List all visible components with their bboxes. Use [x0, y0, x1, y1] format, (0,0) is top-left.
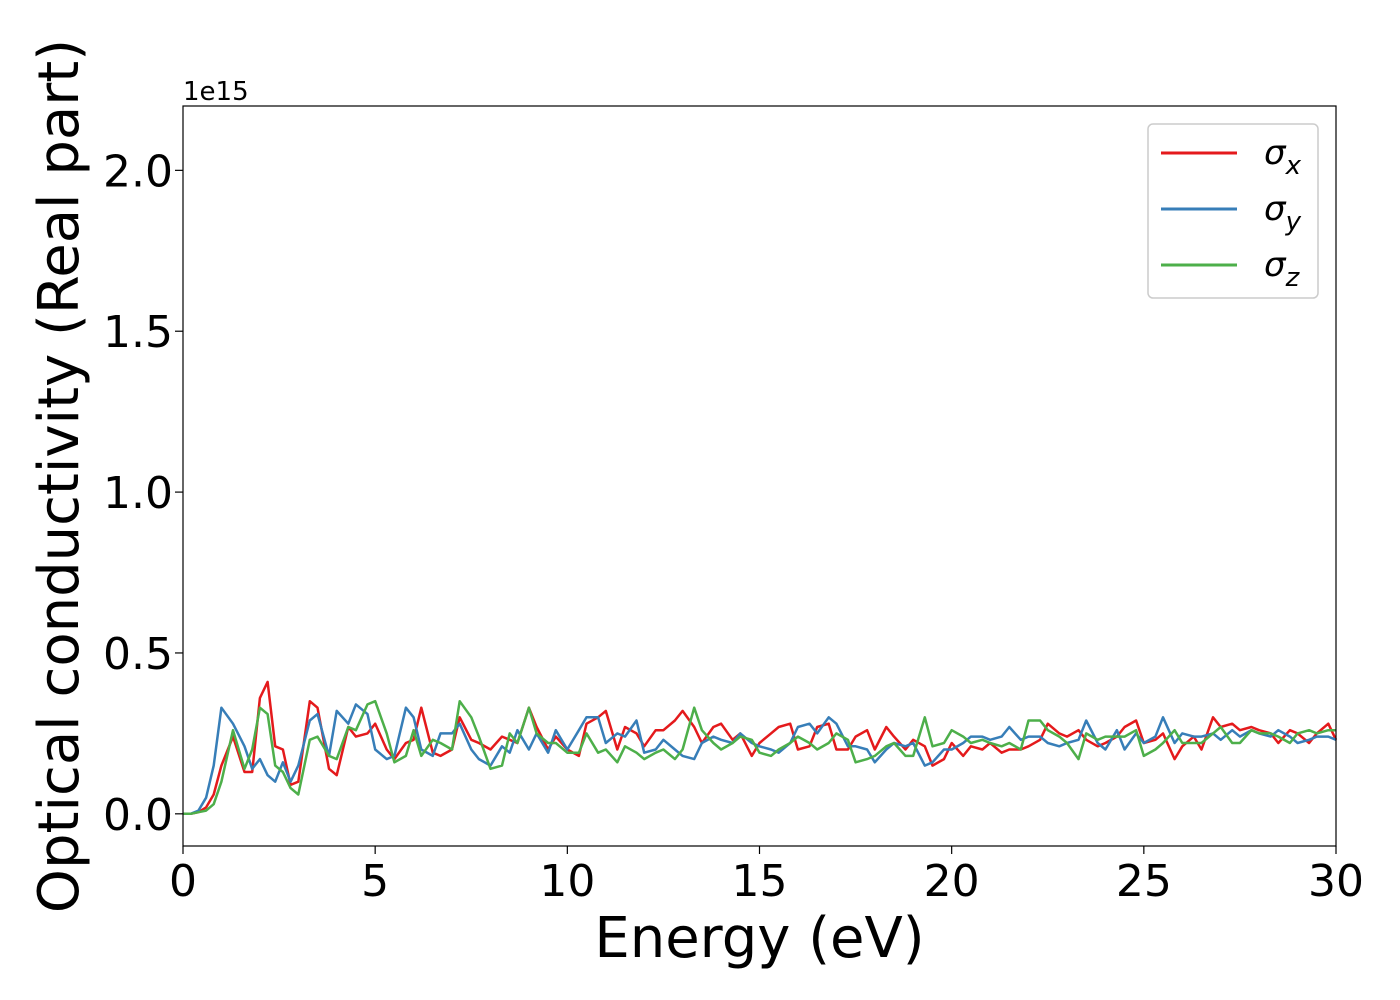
y-tick-label: 1.0 — [103, 468, 173, 519]
series-line-y — [183, 703, 1337, 816]
legend-box — [1147, 123, 1319, 299]
legend-label-x: σx — [1264, 133, 1302, 181]
x-axis-ticks: 0 5 10 15 20 25 30 — [169, 846, 1364, 907]
x-tick-label: 25 — [1116, 856, 1172, 907]
x-tick-label: 5 — [361, 856, 389, 907]
series-line-z — [183, 699, 1336, 816]
x-tick-label: 20 — [924, 856, 980, 907]
series-layer — [183, 680, 1338, 816]
series-line-x — [183, 680, 1338, 816]
x-tick-label: 15 — [732, 856, 788, 907]
y-axis-ticks: 0.0 0.5 1.0 1.5 2.0 — [103, 146, 183, 841]
x-tick-label: 10 — [539, 856, 595, 907]
y-offset-label: 1e15 — [183, 77, 249, 107]
y-tick-label: 2.0 — [103, 146, 173, 197]
y-axis-label: Optical conductivity (Real part) — [27, 39, 92, 913]
legend-label-y: σy — [1264, 189, 1302, 237]
y-tick-label: 1.5 — [103, 307, 173, 358]
y-tick-label: 0.0 — [103, 790, 173, 841]
legend: σx σy σz — [1147, 123, 1319, 299]
y-tick-label: 0.5 — [103, 629, 173, 680]
legend-label-z: σz — [1264, 245, 1301, 293]
x-tick-label: 0 — [169, 856, 197, 907]
x-axis-label: Energy (eV) — [594, 906, 924, 971]
x-tick-label: 30 — [1308, 856, 1364, 907]
